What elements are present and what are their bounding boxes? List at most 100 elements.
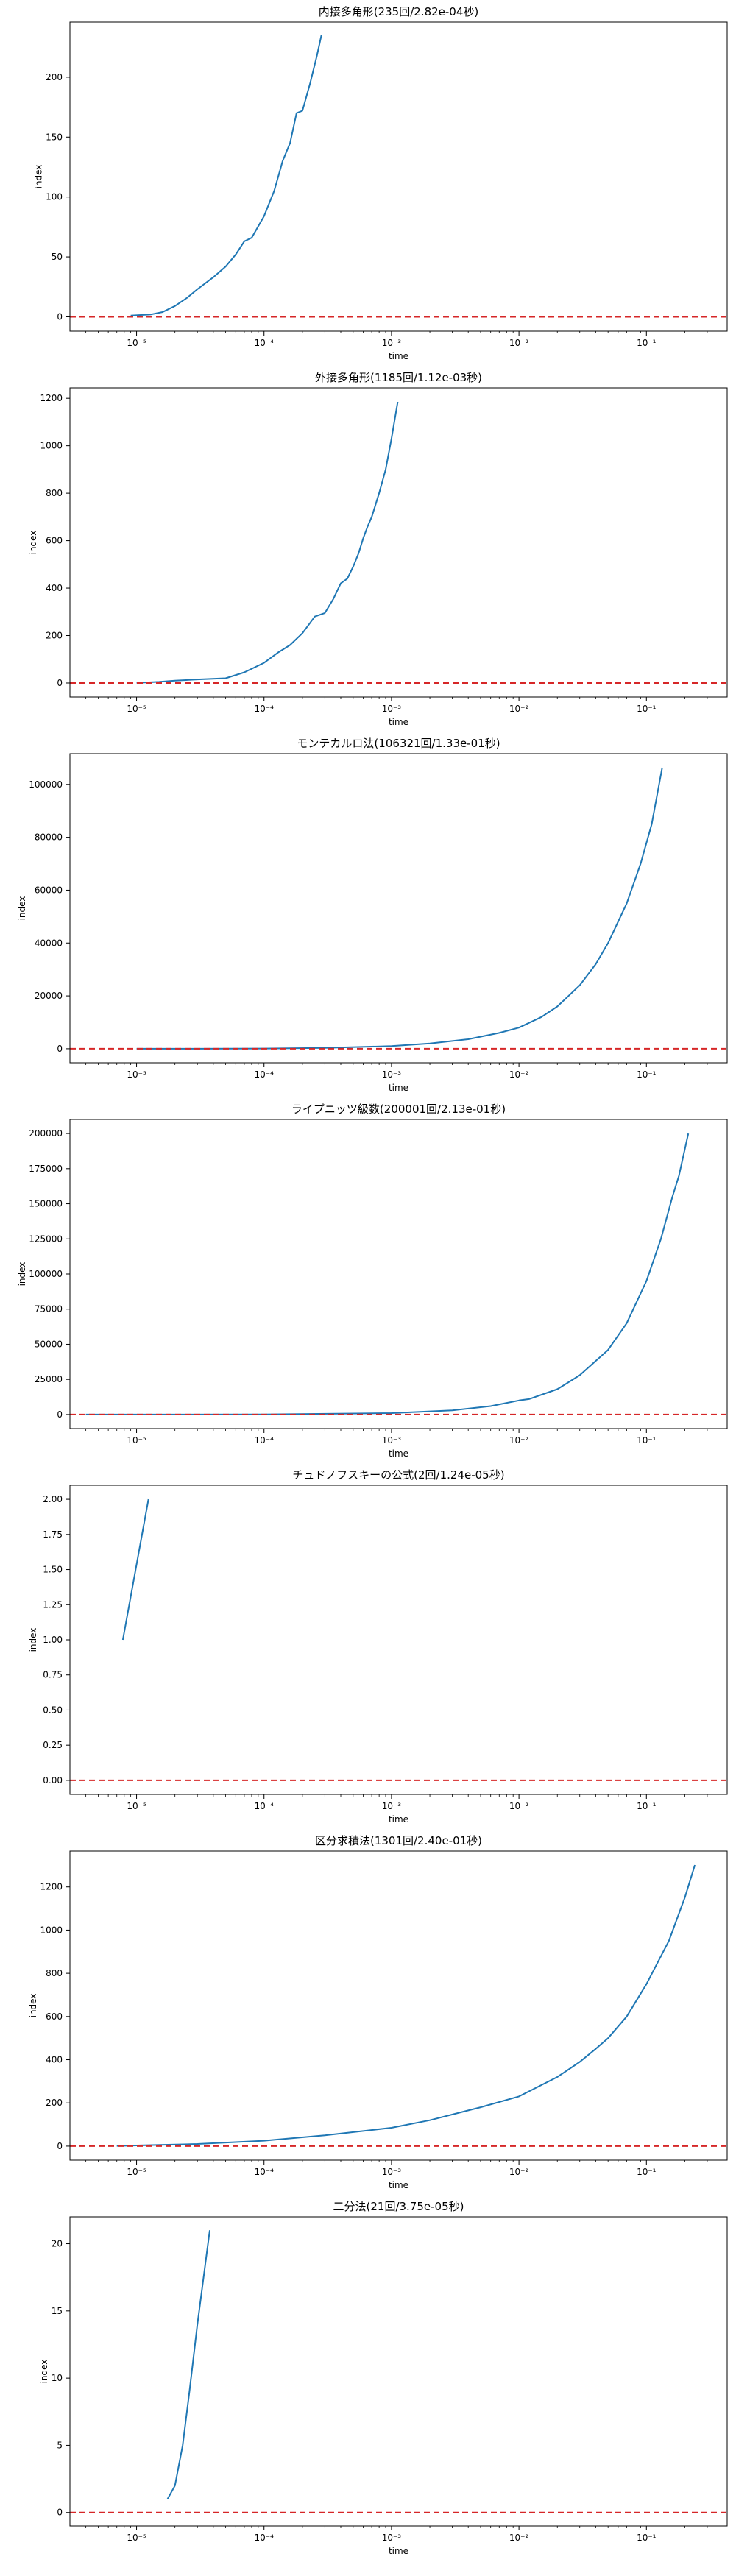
x-tick-label: 10⁻⁴ — [255, 1069, 275, 1080]
x-tick-label: 10⁻² — [509, 338, 529, 348]
axes-frame — [69, 387, 728, 698]
y-tick-label: 200 — [46, 631, 63, 641]
x-tick-label: 10⁻⁵ — [127, 2167, 146, 2177]
x-tick-label: 10⁻¹ — [637, 2533, 657, 2543]
axes-frame — [69, 1850, 728, 2161]
x-tick-label: 10⁻¹ — [637, 1435, 657, 1446]
y-tick-label: 0 — [57, 311, 63, 322]
y-tick-label: 200 — [46, 2098, 63, 2108]
x-tick-label: 10⁻² — [509, 2533, 529, 2543]
axes-frame — [69, 753, 728, 1064]
x-tick-label: 10⁻¹ — [637, 1069, 657, 1080]
y-tick-label: 60000 — [35, 885, 63, 895]
x-tick-label: 10⁻³ — [382, 1069, 402, 1080]
x-tick-label: 10⁻¹ — [637, 1801, 657, 1811]
y-tick-label: 100 — [46, 192, 63, 202]
x-tick-label: 10⁻³ — [382, 2167, 402, 2177]
y-tick-label: 1.25 — [43, 1599, 63, 1610]
x-axis-label: time — [389, 351, 408, 361]
y-tick-label: 0.00 — [43, 1775, 63, 1786]
y-axis-label: index — [17, 896, 27, 921]
y-tick-label: 800 — [46, 1968, 63, 1978]
y-tick-label: 1200 — [40, 1882, 63, 1892]
x-axis-label: time — [389, 1448, 408, 1459]
chart-title: ライプニッツ級数(200001回/2.13e-01秒) — [291, 1103, 506, 1116]
x-tick-label: 10⁻⁴ — [255, 1801, 275, 1811]
x-tick-label: 10⁻⁵ — [127, 1069, 146, 1080]
y-tick-label: 2.00 — [43, 1494, 63, 1504]
series-line — [166, 2230, 210, 2499]
y-tick-label: 15 — [52, 2306, 63, 2316]
y-tick-label: 50000 — [35, 1339, 63, 1349]
y-tick-label: 1000 — [40, 1925, 63, 1935]
chart-title: モンテカルロ法(106321回/1.33e-01秒) — [297, 737, 500, 750]
y-tick-label: 100000 — [29, 779, 63, 790]
x-axis-label: time — [389, 717, 408, 727]
x-axis-label: time — [389, 2546, 408, 2556]
y-tick-label: 0 — [57, 1409, 63, 1420]
y-tick-label: 20 — [52, 2239, 63, 2249]
x-tick-label: 10⁻³ — [382, 704, 402, 714]
chart-title: 外接多角形(1185回/1.12e-03秒) — [315, 371, 482, 384]
y-tick-label: 0 — [57, 2141, 63, 2151]
y-tick-label: 25000 — [35, 1374, 63, 1384]
y-tick-label: 20000 — [35, 991, 63, 1001]
series-line — [136, 401, 399, 684]
y-tick-label: 0.75 — [43, 1670, 63, 1680]
y-tick-label: 75000 — [35, 1304, 63, 1314]
y-axis-label: index — [28, 1994, 38, 2018]
chart-panel-6: 区分求積法(1301回/2.40e-01秒) 10⁻⁵ 10⁻⁴ 10⁻³ 10⁻² 10… — [28, 1834, 728, 2190]
y-tick-label: 400 — [46, 2055, 63, 2065]
y-axis-label: index — [28, 531, 38, 555]
series-line — [85, 1133, 690, 1415]
chart-title: 内接多角形(235回/2.82e-04秒) — [319, 5, 479, 18]
y-tick-label: 80000 — [35, 832, 63, 843]
x-tick-label: 10⁻² — [509, 1069, 529, 1080]
y-tick-label: 0.50 — [43, 1705, 63, 1715]
chart-panel-4: ライプニッツ級数(200001回/2.13e-01秒) 10⁻⁵ 10⁻⁴ 10⁻³ 1… — [17, 1103, 728, 1459]
y-tick-label: 600 — [46, 2011, 63, 2022]
chart-panel-2: 外接多角形(1185回/1.12e-03秒) 10⁻⁵ 10⁻⁴ 10⁻³ 10⁻² 10… — [28, 371, 728, 727]
x-tick-label: 10⁻¹ — [637, 338, 657, 348]
y-tick-label: 150 — [46, 132, 63, 142]
series-line — [130, 35, 322, 316]
y-tick-label: 175000 — [29, 1164, 63, 1174]
y-tick-label: 1.00 — [43, 1635, 63, 1645]
x-tick-label: 10⁻⁵ — [127, 338, 146, 348]
x-tick-label: 10⁻⁴ — [255, 2533, 275, 2543]
chart-panel-1: 内接多角形(235回/2.82e-04秒) 10⁻⁵ 10⁻⁴ 10⁻³ 10⁻² 10⁻… — [34, 5, 728, 361]
y-tick-label: 0 — [57, 678, 63, 688]
x-tick-label: 10⁻² — [509, 1801, 529, 1811]
y-tick-label: 0 — [57, 1044, 63, 1054]
y-tick-label: 600 — [46, 536, 63, 546]
y-tick-label: 50 — [52, 252, 63, 262]
x-tick-label: 10⁻² — [509, 2167, 529, 2177]
y-tick-label: 125000 — [29, 1234, 63, 1244]
x-axis-label: time — [389, 2180, 408, 2190]
x-axis-label: time — [389, 1814, 408, 1825]
chart-title: 区分求積法(1301回/2.40e-01秒) — [315, 1834, 482, 1847]
x-tick-label: 10⁻⁵ — [127, 704, 146, 714]
x-tick-label: 10⁻² — [509, 704, 529, 714]
x-tick-label: 10⁻¹ — [637, 2167, 657, 2177]
y-tick-label: 200 — [46, 72, 63, 82]
y-axis-label: index — [34, 165, 44, 189]
series-line — [121, 1498, 149, 1641]
y-tick-label: 1.50 — [43, 1565, 63, 1575]
chart-panels: 内接多角形(235回/2.82e-04秒) 10⁻⁵ 10⁻⁴ 10⁻³ 10⁻² 10⁻… — [17, 5, 728, 2556]
y-axis-label: index — [17, 1262, 27, 1287]
y-tick-label: 1200 — [40, 393, 63, 403]
y-tick-label: 0.25 — [43, 1740, 63, 1750]
x-tick-label: 10⁻³ — [382, 1801, 402, 1811]
y-tick-label: 1000 — [40, 441, 63, 451]
x-tick-label: 10⁻³ — [382, 2533, 402, 2543]
y-axis-label: index — [39, 2360, 49, 2384]
y-tick-label: 200000 — [29, 1128, 63, 1139]
chart-panel-3: モンテカルロ法(106321回/1.33e-01秒) 10⁻⁵ 10⁻⁴ 10⁻³ 10… — [17, 737, 728, 1093]
y-tick-label: 400 — [46, 583, 63, 593]
x-tick-label: 10⁻³ — [382, 1435, 402, 1446]
x-tick-label: 10⁻⁵ — [127, 2533, 146, 2543]
y-tick-label: 800 — [46, 488, 63, 498]
